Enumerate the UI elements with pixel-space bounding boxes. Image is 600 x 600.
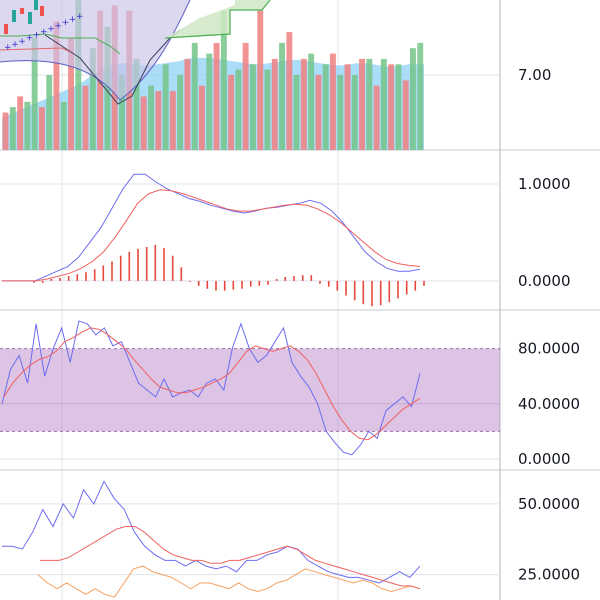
volume-bar <box>300 58 307 150</box>
bollinger-lower-band <box>0 0 191 101</box>
volume-bar <box>395 64 402 150</box>
volume-bar <box>242 42 249 150</box>
volume-bar <box>315 75 322 150</box>
volume-bar <box>39 107 45 150</box>
volume-bar <box>228 75 235 150</box>
volume-bar <box>351 75 358 150</box>
volume-bar <box>402 80 409 150</box>
volume-bar <box>410 48 416 151</box>
parabolic-sar-dot: + <box>40 28 48 38</box>
parabolic-sar-dot: + <box>11 40 19 50</box>
parabolic-sar-dot: + <box>76 12 84 22</box>
volume-bar <box>148 85 154 150</box>
volume-bar <box>235 69 242 150</box>
cloud-lower-edge <box>164 0 271 39</box>
y-axis-tick-label: 40.0000 <box>518 395 580 413</box>
macd-signal-line <box>2 189 421 282</box>
volume-bar <box>366 58 373 150</box>
volume-bar <box>2 112 9 150</box>
volume-bar <box>68 37 74 150</box>
volume-bar <box>417 42 424 150</box>
volume-bar <box>191 42 198 150</box>
volume-bar <box>75 0 82 150</box>
conversion-line <box>0 47 71 53</box>
volume-bar <box>308 53 315 150</box>
volume-bar <box>337 75 344 150</box>
volume-bar <box>184 58 191 150</box>
volume-bar <box>31 37 38 150</box>
volume-bar <box>140 96 147 150</box>
parabolic-sar-dot: + <box>54 21 62 31</box>
volume-bar <box>322 64 329 150</box>
volume-bar <box>24 101 31 150</box>
volume-bar <box>82 85 89 150</box>
volume-bar <box>17 96 24 150</box>
volume-bar <box>53 21 60 151</box>
volume-bar <box>271 58 278 150</box>
volume-bar <box>359 58 365 150</box>
volume-bar <box>286 32 293 150</box>
volume-bar <box>177 75 184 150</box>
dmi-plus-line <box>2 480 421 584</box>
volume-bar <box>206 53 213 150</box>
adx-line <box>40 526 421 590</box>
volume-bar <box>213 42 220 150</box>
stochastic-d-line <box>3 327 421 441</box>
volume-bar <box>155 91 162 150</box>
volume-bar <box>169 91 176 150</box>
volume-bar <box>330 53 336 150</box>
parabolic-sar-dot: + <box>69 15 77 25</box>
volume-bar <box>293 75 300 150</box>
y-axis-tick-label: 80.0000 <box>518 340 580 358</box>
volume-bar <box>119 75 125 150</box>
parabolic-sar-dot: + <box>47 24 55 34</box>
volume-bar <box>9 107 16 150</box>
stochastic-band <box>0 348 500 432</box>
volume-bar <box>257 10 264 151</box>
volume-bar <box>162 64 169 150</box>
parabolic-sar-dot: + <box>26 34 34 44</box>
y-axis-tick-label: 50.0000 <box>518 495 580 513</box>
price-candle <box>12 10 16 22</box>
volume-bar <box>388 64 395 150</box>
volume-bar <box>133 58 140 150</box>
parabolic-sar-dot: + <box>18 37 26 47</box>
ichimoku-base-line <box>0 33 121 55</box>
stochastic-k-line <box>1 320 421 456</box>
macd-line <box>2 173 421 282</box>
y-axis-tick-label: 0.0000 <box>518 272 571 290</box>
volume-bar <box>380 58 387 150</box>
volume-bar <box>344 64 351 150</box>
volume-bar <box>60 101 67 150</box>
y-axis-tick-label: 0.0000 <box>518 450 571 468</box>
price-candle <box>4 24 8 34</box>
volume-bar <box>264 69 271 150</box>
volume-bar <box>279 42 285 150</box>
volume-bar <box>104 26 111 150</box>
y-axis-tick-label: 25.0000 <box>518 566 580 584</box>
parabolic-sar-dot: + <box>62 18 70 28</box>
volume-bar <box>220 10 227 151</box>
dmi-minus-line <box>37 565 421 598</box>
price-candle <box>40 6 44 16</box>
volume-bar <box>199 85 205 150</box>
price-candle <box>20 8 24 14</box>
parabolic-sar-dot: + <box>33 31 41 41</box>
parabolic-sar-dot: + <box>4 43 12 53</box>
volume-bar <box>250 64 256 150</box>
price-candle <box>28 12 32 24</box>
y-axis-tick-label: 7.00 <box>518 66 551 84</box>
volume-bar <box>373 85 380 150</box>
y-axis-tick-label: 1.0000 <box>518 175 571 193</box>
volume-bar <box>46 75 53 150</box>
volume-bar <box>89 48 96 151</box>
price-candle <box>34 0 38 10</box>
